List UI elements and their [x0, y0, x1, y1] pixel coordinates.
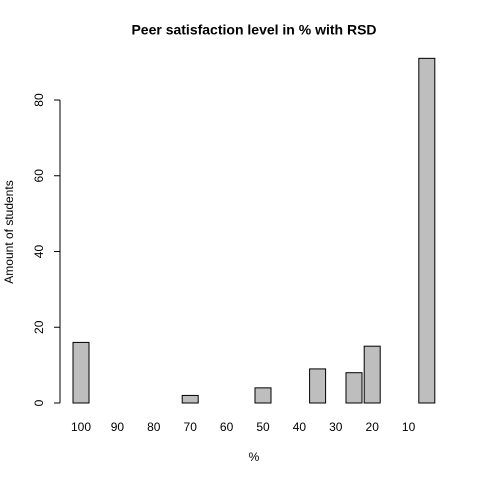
- x-tick-label: 70: [184, 420, 198, 434]
- bar: [181, 394, 199, 404]
- bar: [72, 341, 90, 404]
- chart-title: Peer satisfaction level in % with RSD: [131, 22, 376, 38]
- x-tick-label: 40: [293, 420, 307, 434]
- bar: [363, 345, 381, 404]
- x-tick-label: 30: [329, 420, 343, 434]
- x-tick-label: 100: [71, 420, 91, 434]
- x-tick-label: 60: [220, 420, 234, 434]
- bar: [309, 368, 327, 404]
- y-tick-label: 40: [32, 245, 46, 259]
- x-tick-label: 10: [402, 420, 416, 434]
- x-tick-label: 50: [256, 420, 270, 434]
- x-tick-label: 20: [366, 420, 380, 434]
- x-tick-label: 90: [111, 420, 125, 434]
- x-tick-label: 80: [147, 420, 161, 434]
- bar: [345, 372, 363, 404]
- bar: [418, 57, 436, 404]
- y-tick-label: 80: [32, 93, 46, 107]
- y-tick-label: 20: [32, 320, 46, 334]
- bar: [254, 387, 272, 404]
- y-tick-label: 60: [32, 169, 46, 183]
- x-axis-label: %: [249, 450, 260, 464]
- y-tick-label: 0: [32, 399, 46, 406]
- y-axis-label: Amount of students: [2, 180, 16, 283]
